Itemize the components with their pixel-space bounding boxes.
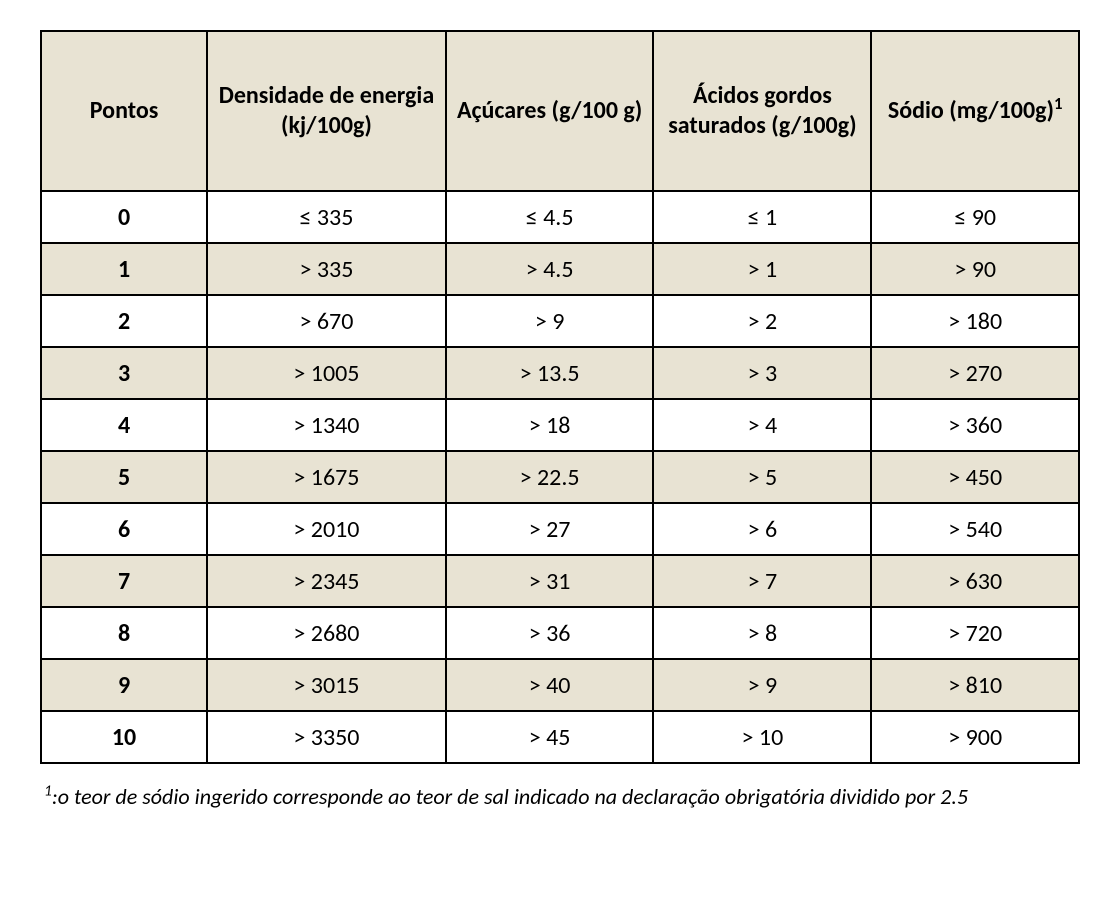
table-cell: > 31	[446, 555, 654, 607]
table-cell: > 1675	[207, 451, 446, 503]
table-cell: > 450	[871, 451, 1079, 503]
column-header-0: Pontos	[41, 31, 207, 191]
table-row: 10> 3350> 45> 10> 900	[41, 711, 1079, 763]
table-cell: > 360	[871, 399, 1079, 451]
table-cell: > 3015	[207, 659, 446, 711]
footnote: 1:o teor de sódio ingerido corresponde a…	[40, 782, 1080, 812]
table-cell: > 270	[871, 347, 1079, 399]
column-header-4: Sódio (mg/100g)1	[871, 31, 1079, 191]
table-cell: 0	[41, 191, 207, 243]
table-cell: > 13.5	[446, 347, 654, 399]
table-row: 0≤ 335≤ 4.5≤ 1≤ 90	[41, 191, 1079, 243]
footnote-marker: 1	[44, 782, 52, 801]
table-cell: > 9	[653, 659, 871, 711]
table-cell: > 810	[871, 659, 1079, 711]
table-cell: > 9	[446, 295, 654, 347]
table-cell: > 5	[653, 451, 871, 503]
table-row: 9> 3015> 40> 9> 810	[41, 659, 1079, 711]
table-cell: > 3350	[207, 711, 446, 763]
table-cell: > 90	[871, 243, 1079, 295]
table-row: 7> 2345> 31> 7> 630	[41, 555, 1079, 607]
column-header-3: Ácidos gordos saturados (g/100g)	[653, 31, 871, 191]
nutrition-points-table: PontosDensidade de energia (kj/100g)Açúc…	[40, 30, 1080, 764]
table-cell: > 1	[653, 243, 871, 295]
table-cell: 2	[41, 295, 207, 347]
table-row: 2> 670> 9> 2> 180	[41, 295, 1079, 347]
table-cell: > 1340	[207, 399, 446, 451]
table-cell: 3	[41, 347, 207, 399]
table-cell: 8	[41, 607, 207, 659]
table-cell: 1	[41, 243, 207, 295]
table-row: 6> 2010> 27> 6> 540	[41, 503, 1079, 555]
table-cell: > 630	[871, 555, 1079, 607]
table-cell: 5	[41, 451, 207, 503]
table-cell: > 40	[446, 659, 654, 711]
table-cell: ≤ 1	[653, 191, 871, 243]
table-cell: > 45	[446, 711, 654, 763]
table-cell: > 27	[446, 503, 654, 555]
table-cell: > 4	[653, 399, 871, 451]
table-cell: > 900	[871, 711, 1079, 763]
table-body: 0≤ 335≤ 4.5≤ 1≤ 901> 335> 4.5> 1> 902> 6…	[41, 191, 1079, 763]
table-cell: > 670	[207, 295, 446, 347]
table-cell: 7	[41, 555, 207, 607]
table-cell: > 7	[653, 555, 871, 607]
table-cell: 4	[41, 399, 207, 451]
table-cell: > 2680	[207, 607, 446, 659]
table-row: 8> 2680> 36> 8> 720	[41, 607, 1079, 659]
table-row: 3> 1005> 13.5> 3> 270	[41, 347, 1079, 399]
table-cell: > 22.5	[446, 451, 654, 503]
table-cell: > 335	[207, 243, 446, 295]
column-header-1: Densidade de energia (kj/100g)	[207, 31, 446, 191]
table-cell: > 2	[653, 295, 871, 347]
table-cell: > 1005	[207, 347, 446, 399]
table-cell: > 10	[653, 711, 871, 763]
table-cell: > 3	[653, 347, 871, 399]
table-cell: > 36	[446, 607, 654, 659]
footnote-text: :o teor de sódio ingerido corresponde ao…	[52, 783, 968, 810]
table-row: 4> 1340> 18> 4> 360	[41, 399, 1079, 451]
table-cell: > 18	[446, 399, 654, 451]
table-cell: ≤ 335	[207, 191, 446, 243]
table-cell: ≤ 4.5	[446, 191, 654, 243]
table-cell: 9	[41, 659, 207, 711]
table-cell: > 180	[871, 295, 1079, 347]
table-cell: > 2010	[207, 503, 446, 555]
table-cell: 10	[41, 711, 207, 763]
table-cell: ≤ 90	[871, 191, 1079, 243]
table-row: 1> 335> 4.5> 1> 90	[41, 243, 1079, 295]
column-header-2: Açúcares (g/100 g)	[446, 31, 654, 191]
table-cell: > 720	[871, 607, 1079, 659]
table-cell: > 4.5	[446, 243, 654, 295]
table-cell: > 2345	[207, 555, 446, 607]
table-cell: 6	[41, 503, 207, 555]
table-row: 5> 1675> 22.5> 5> 450	[41, 451, 1079, 503]
table-cell: > 6	[653, 503, 871, 555]
table-cell: > 8	[653, 607, 871, 659]
table-header-row: PontosDensidade de energia (kj/100g)Açúc…	[41, 31, 1079, 191]
table-cell: > 540	[871, 503, 1079, 555]
